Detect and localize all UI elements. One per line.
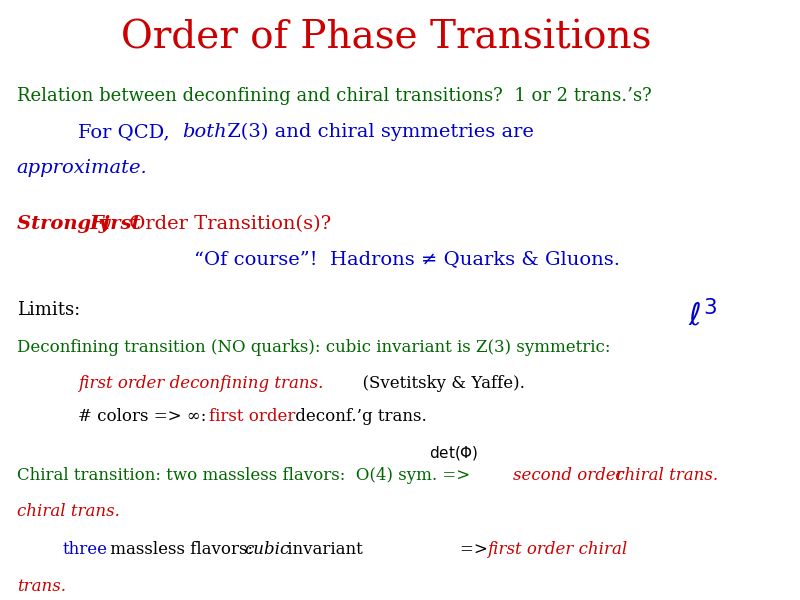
Text: first order chiral: first order chiral [486,541,626,558]
Text: approximate.: approximate. [17,158,147,176]
Text: Order Transition(s)?: Order Transition(s)? [123,215,331,233]
Text: Limits:: Limits: [17,301,80,319]
Text: deconf.’g trans.: deconf.’g trans. [290,408,427,425]
Text: chiral trans.: chiral trans. [17,503,120,520]
Text: Order of Phase Transitions: Order of Phase Transitions [121,19,652,56]
Text: Chiral transition: two massless flavors:  O(4) sym. =>: Chiral transition: two massless flavors:… [17,467,475,484]
Text: cubic: cubic [244,541,290,558]
Text: Z(3) and chiral symmetries are: Z(3) and chiral symmetries are [221,123,534,141]
Text: massless flavors:: massless flavors: [106,541,258,558]
Text: (Svetitsky & Yaffe).: (Svetitsky & Yaffe). [352,375,525,392]
Text: “Of course”!  Hadrons ≠ Quarks & Gluons.: “Of course”! Hadrons ≠ Quarks & Gluons. [194,251,620,269]
Text: both: both [182,123,227,141]
Text: # colors => ∞:: # colors => ∞: [78,408,212,425]
Text: Relation between deconfining and chiral transitions?  1 or 2 trans.’s?: Relation between deconfining and chiral … [17,88,651,106]
Text: three: three [63,541,108,558]
Text: $\ell^3$: $\ell^3$ [689,301,718,334]
Text: invariant: invariant [282,541,363,558]
Text: Strongly: Strongly [17,215,117,233]
Text: chiral trans.: chiral trans. [610,467,718,484]
Text: first order: first order [210,408,296,425]
Text: trans.: trans. [17,578,66,595]
Text: First: First [90,215,142,233]
Text: $\mathrm{det}(\Phi)$: $\mathrm{det}(\Phi)$ [429,445,478,463]
Text: first order deconfining trans.: first order deconfining trans. [78,375,324,392]
Text: second order: second order [514,467,624,484]
Text: Deconfining transition (NO quarks): cubic invariant is Z(3) symmetric:: Deconfining transition (NO quarks): cubi… [17,340,610,356]
Text: =>: => [459,541,493,558]
Text: For QCD,: For QCD, [78,123,176,141]
